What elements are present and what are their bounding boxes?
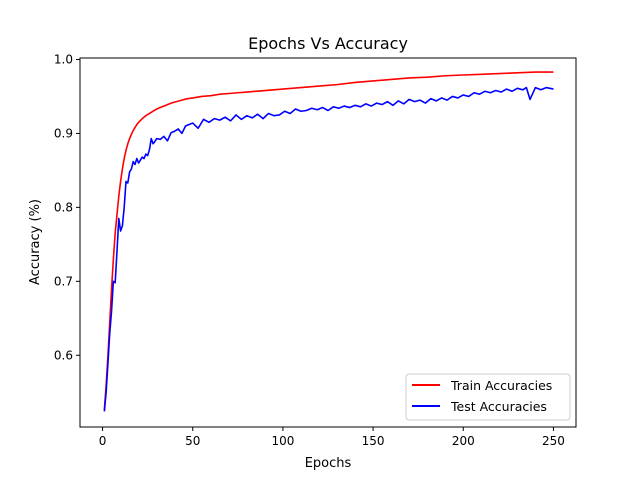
legend-label-train: Train Accuracies: [450, 378, 552, 393]
x-tick-label: 150: [362, 434, 385, 448]
y-tick-label: 0.6: [54, 348, 73, 362]
y-tick-label: 0.9: [54, 126, 73, 140]
y-tick-label: 0.8: [54, 200, 73, 214]
legend-label-test: Test Accuracies: [450, 399, 547, 414]
x-tick-label: 100: [271, 434, 294, 448]
x-axis-ticks: 0 50 100 150 200 250: [99, 427, 565, 448]
x-tick-label: 50: [185, 434, 200, 448]
y-axis-ticks: 0.6 0.7 0.8 0.9 1.0: [54, 52, 80, 362]
y-tick-label: 0.7: [54, 274, 73, 288]
chart-title: Epochs Vs Accuracy: [248, 34, 408, 53]
series-lines: [103, 71, 554, 412]
y-axis-label: Accuracy (%): [28, 199, 43, 285]
series-line-train: [103, 71, 554, 411]
y-tick-label: 1.0: [54, 52, 73, 66]
series-line-test: [103, 86, 554, 412]
x-axis-label: Epochs: [305, 456, 352, 471]
plot-area: [79, 57, 577, 428]
x-tick-label: 200: [452, 434, 475, 448]
x-tick-label: 0: [99, 434, 107, 448]
legend-box: [405, 373, 571, 421]
x-tick-label: 250: [542, 434, 565, 448]
legend: Train Accuracies Test Accuracies: [405, 373, 571, 421]
